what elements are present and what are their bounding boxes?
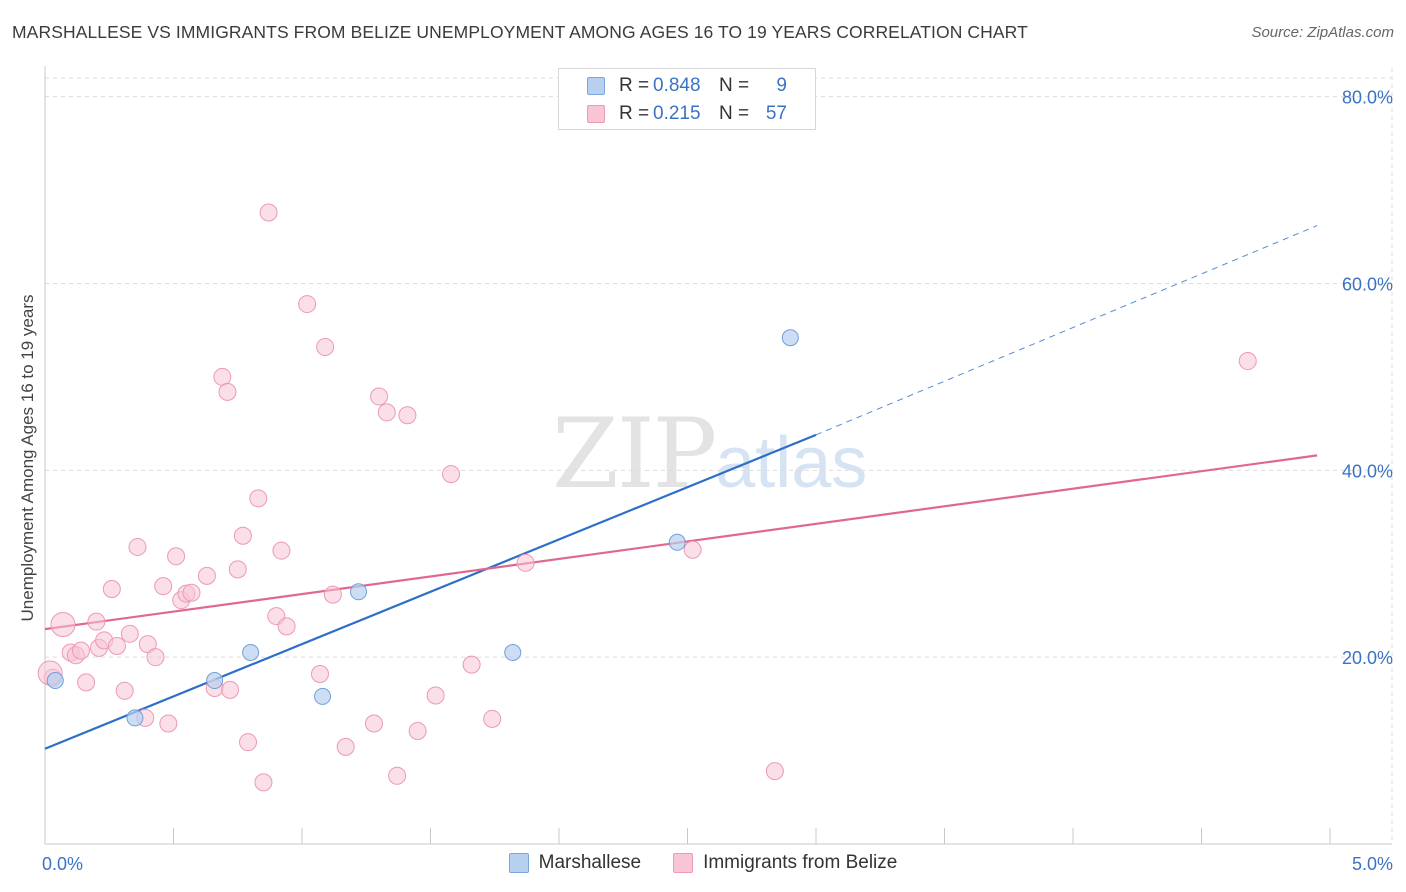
belize-point <box>233 526 252 545</box>
legend-swatch-blue <box>587 77 605 95</box>
belize-point <box>154 577 173 596</box>
belize-point <box>516 553 535 572</box>
marshallese-point <box>46 672 64 690</box>
marshallese-point <box>242 644 260 661</box>
belize-point <box>228 560 247 579</box>
legend-n-value: 57 <box>765 103 787 124</box>
belize-point <box>462 655 481 674</box>
source-label: Source: ZipAtlas.com <box>1251 24 1394 41</box>
series-legend-marshallese: Marshallese <box>508 852 642 874</box>
legend-n-label: N = <box>719 103 750 124</box>
legend-row-belize: R = 0.215 N = 57 <box>587 101 787 127</box>
y-tick-label: 20.0% <box>1342 648 1393 668</box>
belize-point <box>298 295 317 314</box>
belize-point <box>221 680 240 699</box>
belize-point <box>213 367 232 386</box>
tick-labels: 20.0% 40.0% 60.0% 80.0% 0.0% 5.0% <box>42 88 1393 874</box>
series-swatch-pink <box>673 853 694 873</box>
belize-point <box>683 540 702 559</box>
marshallese-point <box>504 644 522 661</box>
belize-point <box>254 773 273 792</box>
axes <box>44 66 1392 845</box>
belize-point <box>87 612 106 631</box>
trend-lines <box>44 225 1318 750</box>
belize-point <box>426 686 445 705</box>
belize-point <box>483 709 502 728</box>
series-legend: Marshallese Immigrants from Belize <box>0 852 1406 874</box>
belize-point <box>370 387 389 406</box>
belize-point <box>377 403 396 422</box>
belize-point <box>442 465 461 484</box>
watermark: ZIPatlas <box>552 398 867 510</box>
belize-point <box>159 714 178 733</box>
belize-point <box>336 737 355 756</box>
marshallese-point <box>206 672 224 690</box>
belize-point <box>120 624 139 643</box>
belize-point <box>218 382 237 401</box>
y-tick-label: 80.0% <box>1342 88 1393 108</box>
legend: R = 0.848 N = 9 R = 0.215 N = 57 <box>558 68 816 130</box>
belize-point <box>316 338 335 357</box>
marshallese-point <box>314 687 332 705</box>
legend-n-value: 9 <box>776 75 787 96</box>
belize-point <box>364 714 383 733</box>
belize-point <box>310 664 329 683</box>
y-axis-label: Unemployment Among Ages 16 to 19 years <box>18 294 37 622</box>
marshallese-point <box>781 329 799 347</box>
belize-point <box>107 636 126 655</box>
belize-point <box>1238 352 1257 371</box>
y-tick-label: 60.0% <box>1342 275 1393 295</box>
belize-point <box>182 583 201 602</box>
marshallese-point <box>126 709 144 727</box>
belize-point <box>77 673 96 692</box>
y-tick-label: 40.0% <box>1342 461 1393 481</box>
chart-title: MARSHALLESE VS IMMIGRANTS FROM BELIZE UN… <box>12 22 1028 42</box>
belize-point <box>71 641 90 660</box>
belize-point <box>272 541 291 560</box>
series-label: Immigrants from Belize <box>703 852 898 873</box>
x-tick-label: 5.0% <box>1352 854 1393 874</box>
watermark-atlas: atlas <box>715 423 868 503</box>
belize-point <box>102 579 121 598</box>
belize-point <box>408 721 427 740</box>
belize-point <box>388 766 407 785</box>
legend-r-value: 0.848 <box>653 75 701 96</box>
x-tick-label: 0.0% <box>42 854 83 874</box>
belize-point <box>128 537 147 556</box>
series-swatch-blue <box>508 853 529 873</box>
belize-point <box>50 611 76 637</box>
legend-row-marshallese: R = 0.848 N = 9 <box>587 73 787 99</box>
belize-point <box>398 406 417 425</box>
marshallese-trend-line <box>44 433 817 750</box>
belize-point <box>197 566 216 585</box>
legend-r-label: R = <box>619 75 650 96</box>
belize-point <box>277 617 296 636</box>
belize-point <box>259 203 278 222</box>
data-points <box>37 203 1257 792</box>
series-legend-belize: Immigrants from Belize <box>673 852 897 874</box>
series-label: Marshallese <box>538 852 642 873</box>
belize-point <box>765 762 784 781</box>
belize-point <box>167 547 186 566</box>
marshallese-point <box>350 583 368 601</box>
belize-point <box>239 733 258 752</box>
belize-point <box>249 489 268 508</box>
belize-point <box>146 648 165 667</box>
watermark-zip: ZIP <box>552 398 717 510</box>
belize-point <box>115 681 134 700</box>
grid-lines <box>45 68 1393 844</box>
legend-n-label: N = <box>719 75 750 96</box>
legend-swatch-pink <box>587 105 605 123</box>
marshallese-point <box>668 533 686 551</box>
belize-point <box>323 585 342 604</box>
marshallese-trend-extension <box>815 225 1318 436</box>
legend-r-value: 0.215 <box>653 103 701 124</box>
legend-r-label: R = <box>619 103 650 124</box>
